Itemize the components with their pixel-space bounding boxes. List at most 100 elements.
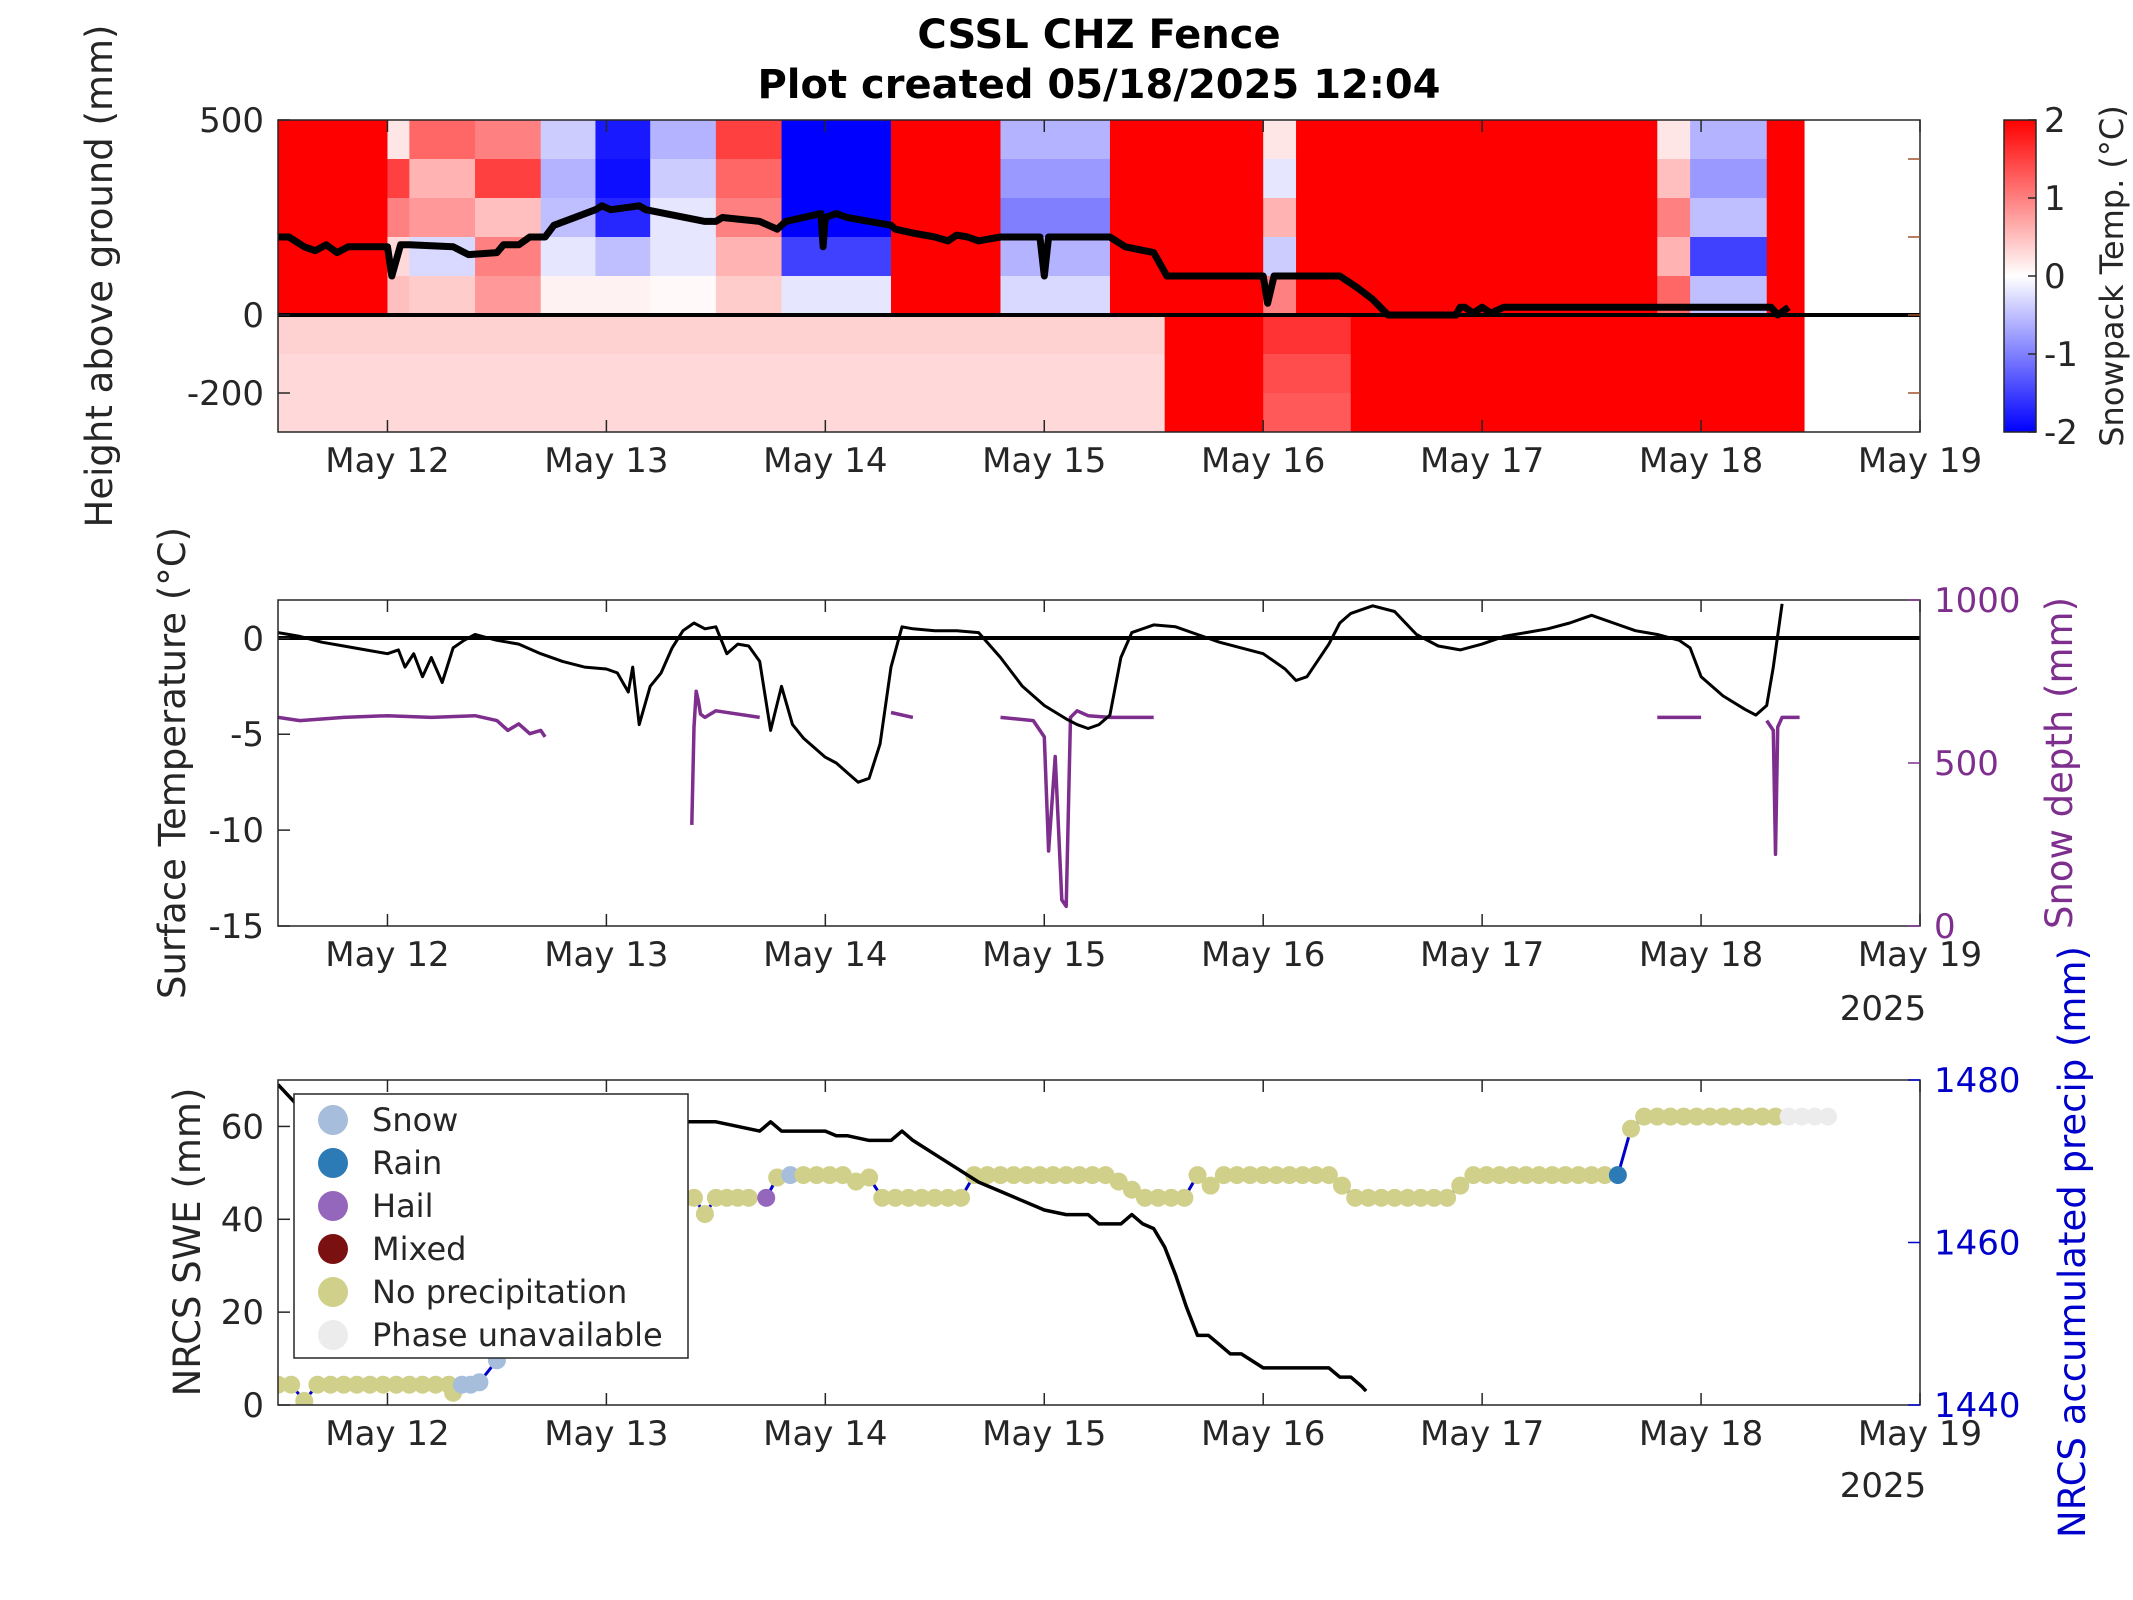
colorbar [2003, 119, 2037, 433]
precip-point [1792, 1107, 1811, 1126]
panel-nrcs: May 12 May 13 May 14 May 15 May 16 May 17 May … [166, 946, 2094, 1538]
colorbar-tick-label: -1 [2044, 335, 2078, 375]
y2-tick-label: 1440 [1934, 1386, 2021, 1426]
precip-point [1805, 1107, 1824, 1126]
heatmap-cell [1000, 120, 1111, 160]
precip-point [282, 1375, 301, 1394]
precip-point [1595, 1166, 1614, 1185]
precip-point [1753, 1107, 1772, 1126]
heatmap-cell [1164, 315, 1264, 355]
heatmap-cell [1766, 198, 1805, 238]
heatmap-cell [1657, 237, 1691, 277]
heatmap-cell [540, 276, 597, 316]
heatmap-cell [278, 120, 389, 160]
x-tick-label: May 15 [982, 1414, 1106, 1454]
heatmap-cell [781, 237, 892, 277]
heatmap-cell [1296, 159, 1658, 199]
precip-point [347, 1375, 366, 1394]
precip-point [1438, 1188, 1457, 1207]
precip-point [334, 1375, 353, 1394]
precip-point [965, 1166, 984, 1185]
y2-tick-label: 1480 [1934, 1061, 2021, 1101]
legend-label: Rain [372, 1144, 442, 1182]
panel-snowpack-temp: May 12 May 13 May 14 May 15 May 16 May 17 May … [78, 25, 2131, 528]
precip-point [1135, 1188, 1154, 1207]
precip-point [1713, 1107, 1732, 1126]
panel-surface-temp: May 12 May 13 May 14 May 15 May 16 May 17 May … [151, 527, 2081, 1029]
heatmap-cell [387, 276, 410, 316]
heatmap-cell [1766, 237, 1805, 277]
y2-tick-label: 0 [1934, 907, 1956, 947]
precip-point [807, 1166, 826, 1185]
precip-point [1516, 1166, 1535, 1185]
precip-point [1044, 1166, 1063, 1185]
precip-point [781, 1166, 800, 1185]
x-tick-label: May 18 [1639, 441, 1763, 481]
heatmap-cell [1109, 237, 1264, 277]
precip-point [1635, 1107, 1654, 1126]
precip-point [321, 1375, 340, 1394]
heatmap-cell [1263, 393, 1352, 432]
snow-depth-line [278, 202, 1791, 319]
panel2-background [278, 600, 1920, 926]
x-tick-label: May 19 [1858, 935, 1982, 975]
heatmap-cell [540, 159, 597, 199]
precip-point [1451, 1176, 1470, 1195]
precip-point [1530, 1166, 1549, 1185]
precip-point [1372, 1188, 1391, 1207]
x-tick-label: May 13 [544, 935, 668, 975]
heatmap-cell [475, 159, 542, 199]
precip-point [684, 1188, 703, 1207]
heatmap-cell [781, 159, 892, 199]
precip-point [1674, 1107, 1693, 1126]
colorbar-tick-label: -2 [2044, 413, 2078, 453]
precip-point [820, 1166, 839, 1185]
precip-point [413, 1375, 432, 1394]
heatmap-cell [650, 276, 717, 316]
precip-point [1214, 1166, 1233, 1185]
heatmap-cell [387, 198, 410, 238]
heatmap-cell [1164, 354, 1264, 394]
legend-marker [318, 1277, 348, 1307]
precip-phase-points [278, 1107, 1838, 1405]
precip-point [1727, 1107, 1746, 1126]
heatmap-cell [409, 276, 476, 316]
x-tick-label: May 16 [1201, 1414, 1325, 1454]
heatmap-cell [1263, 237, 1297, 277]
precip-point [1503, 1166, 1522, 1185]
precip-point [938, 1188, 957, 1207]
panel1-ylabel: Height above ground (mm) [78, 25, 121, 528]
precip-point [991, 1166, 1010, 1185]
heatmap-cell [1350, 354, 1805, 394]
precip-point [470, 1373, 489, 1392]
precip-point [387, 1375, 406, 1394]
chart-title-line2: Plot created 05/18/2025 12:04 [757, 62, 1440, 108]
x-tick-label: May 19 [1858, 441, 1982, 481]
x-tick-label: May 14 [763, 1414, 887, 1454]
y-tick-label: 0 [242, 296, 264, 336]
legend-label: Mixed [372, 1230, 466, 1268]
x-tick-label: May 12 [325, 935, 449, 975]
precip-point [1700, 1107, 1719, 1126]
precip-point [739, 1188, 758, 1207]
precip-point [952, 1188, 971, 1207]
heatmap-cell [1766, 120, 1805, 160]
legend: Snow Rain Hail Mixed No precipitation Phase u… [293, 1093, 689, 1359]
panel3-ylabel: NRCS SWE (mm) [166, 1088, 209, 1397]
y-tick-label: 0 [242, 619, 264, 659]
x-tick-label: May 13 [544, 441, 668, 481]
x-tick-label: May 17 [1420, 1414, 1544, 1454]
swe-line [278, 1083, 1368, 1393]
precip-point [1306, 1166, 1325, 1185]
precip-point [794, 1166, 813, 1185]
heatmap-cell [1296, 120, 1658, 160]
heatmap-cell [540, 120, 597, 160]
precip-point [873, 1188, 892, 1207]
precip-point [886, 1188, 905, 1207]
heatmap-cell [1690, 120, 1768, 160]
heatmap-cell [475, 198, 542, 238]
y2-tick-label: 1460 [1934, 1224, 2021, 1264]
precip-point [1543, 1166, 1562, 1185]
x-tick-label: May 14 [763, 935, 887, 975]
